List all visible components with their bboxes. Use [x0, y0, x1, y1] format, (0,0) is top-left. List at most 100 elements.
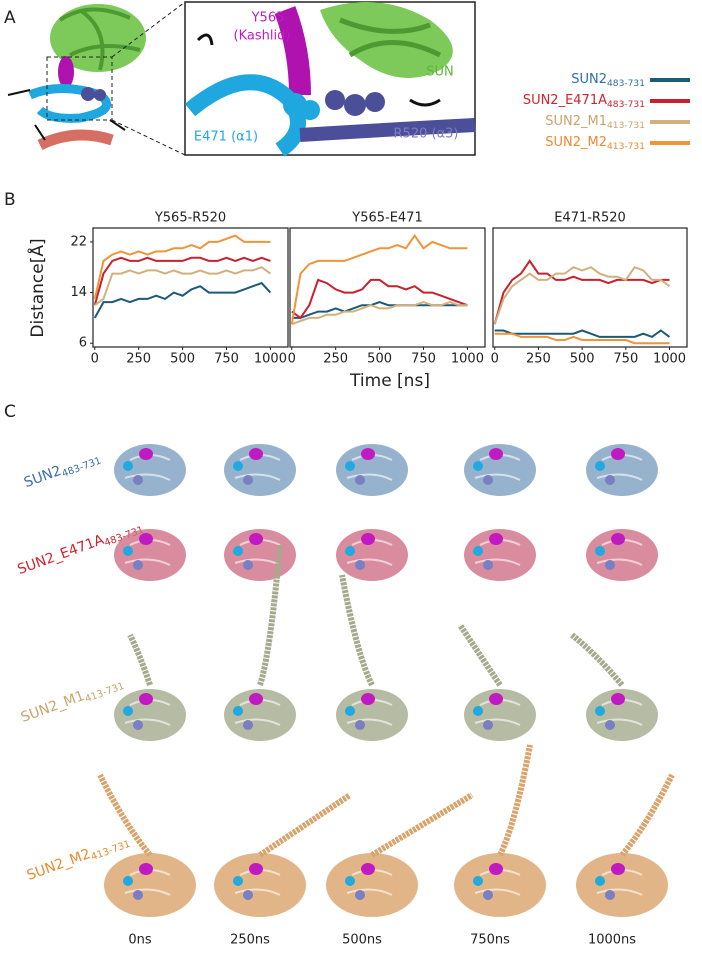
y-axis-label: Distance[Å]: [26, 238, 48, 337]
x-tick-label: 0: [91, 352, 99, 367]
protein-model: [114, 444, 186, 496]
body: [464, 444, 536, 496]
residue: [489, 448, 503, 460]
body: [336, 529, 408, 581]
residue: [489, 693, 503, 705]
x-tick-label: 750: [411, 352, 436, 367]
residue: [611, 448, 625, 460]
protein-model: [97, 773, 196, 917]
body: [114, 689, 186, 741]
protein-model: [457, 623, 536, 741]
name: SUN2_M2: [545, 135, 607, 150]
helix: [497, 744, 533, 857]
protein-model: [114, 529, 186, 581]
protein-overview: [7, 1, 186, 156]
residue: [123, 876, 133, 886]
chart-title: E471-R520: [554, 211, 626, 226]
annotation: (Kashlid): [234, 29, 291, 44]
x-tick-label: 1000: [254, 352, 287, 367]
helix: [258, 792, 352, 858]
protein-model: [336, 574, 408, 741]
residue: [233, 876, 243, 886]
chart-title: Y565-E471: [351, 211, 422, 226]
x-axis-label: Time [ns]: [349, 371, 430, 391]
residue: [605, 890, 615, 900]
protein-model: [454, 744, 546, 917]
chart-title: Y565-R520: [154, 211, 226, 226]
helix: [457, 623, 503, 687]
x-tick-label: 500: [367, 352, 392, 367]
name: SUN2_M2: [25, 846, 93, 884]
residue: [361, 863, 375, 875]
residue: [489, 863, 503, 875]
series-label: SUN2_E471A483-731: [523, 93, 645, 110]
protein-model: [586, 444, 658, 496]
protein-model: [336, 444, 408, 496]
time-label: 750ns: [470, 933, 510, 948]
y-tick-label: 22: [70, 234, 87, 249]
residue: [139, 533, 153, 545]
residue: [611, 533, 625, 545]
annotation: R520 (α3): [394, 127, 459, 142]
body: [576, 853, 668, 917]
name: SUN2_M1: [545, 114, 607, 129]
plot-frame: [92, 227, 289, 348]
body: [104, 853, 196, 917]
series-label: SUN2483-731: [22, 449, 103, 493]
residue: [243, 720, 253, 730]
subscript: 483-731: [61, 455, 103, 479]
residue: [473, 706, 483, 716]
residue: [243, 475, 253, 485]
body: [586, 529, 658, 581]
series-label: SUN2_M2413-731: [545, 135, 645, 152]
subscript: 483-731: [607, 100, 645, 110]
series-line: [493, 265, 671, 325]
series-line: [290, 233, 468, 325]
body: [224, 689, 296, 741]
x-tick-label: 250: [126, 352, 151, 367]
residue: [233, 461, 243, 471]
residue: [243, 890, 253, 900]
subscript: 413-731: [607, 121, 645, 131]
residue: [473, 876, 483, 886]
residue: [345, 706, 355, 716]
annotation: E471 (α1): [194, 130, 258, 145]
body: [114, 444, 186, 496]
residue: [133, 475, 143, 485]
helix: [257, 544, 283, 686]
annotation: Y565: [251, 11, 285, 26]
plot-frame: [289, 227, 486, 348]
residue: [249, 448, 263, 460]
residue: [355, 720, 365, 730]
series-line: [93, 281, 272, 319]
series-line: [291, 278, 468, 320]
x-tick-label: 250: [526, 352, 551, 367]
residue: [123, 546, 133, 556]
residue: [483, 475, 493, 485]
helix: [570, 632, 625, 687]
x-tick-label: 1000: [451, 352, 484, 367]
residue: [345, 546, 355, 556]
residue: [345, 876, 355, 886]
protein-model: [570, 632, 658, 741]
y-tick-label: 14: [70, 285, 87, 300]
panel-label: A: [4, 8, 16, 28]
time-label: 250ns: [230, 933, 270, 948]
series-label: SUN2_M1413-731: [545, 114, 645, 131]
residue: [249, 693, 263, 705]
body: [336, 444, 408, 496]
residue: [345, 461, 355, 471]
body: [224, 444, 296, 496]
series-line: [94, 266, 271, 307]
residue: [595, 706, 605, 716]
subscript: 413-731: [607, 142, 645, 152]
helix: [619, 773, 675, 857]
x-tick-label: 500: [570, 352, 595, 367]
residue: [249, 533, 263, 545]
residue: [611, 693, 625, 705]
series-line: [291, 301, 468, 326]
residue: [595, 546, 605, 556]
residue: [361, 693, 375, 705]
residue: [595, 461, 605, 471]
